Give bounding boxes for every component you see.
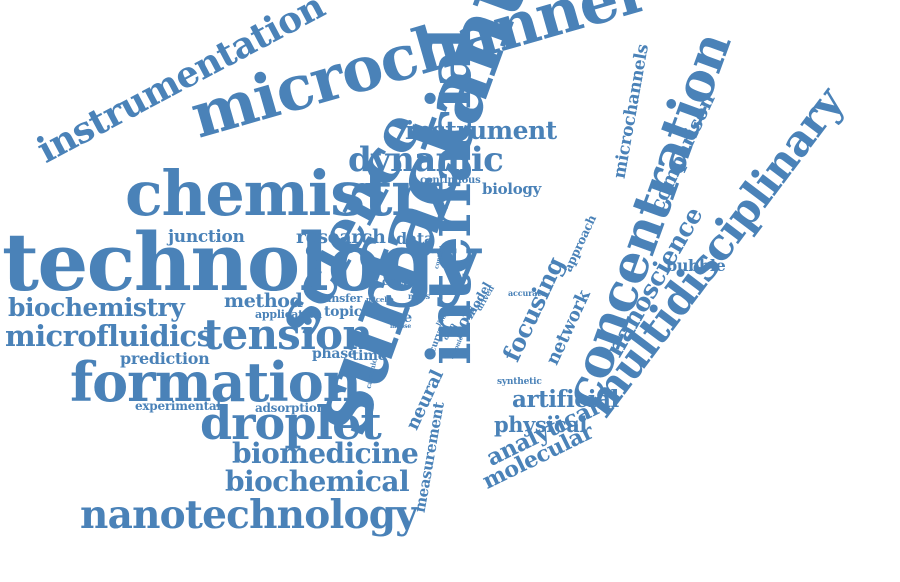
word-topic: topic [324,304,363,320]
word-droplet: droplet [200,396,382,450]
word-prediction: prediction [120,349,210,368]
word-research: research [296,226,386,248]
word-mapse: mapse [390,323,412,330]
word-microfluidics: microfluidics [5,319,213,353]
word-size: size [383,310,412,326]
word-chemistry: chemistry [125,157,459,230]
word-physical: physical [494,412,587,437]
word-nanotechnology: nanotechnology [80,492,418,538]
word-data: data [396,229,435,248]
word-biochemical: biochemical [225,465,410,498]
word-tension: tension. [203,310,387,359]
word-formation: formation [70,350,362,414]
word-biochemistry: biochemistry [8,293,185,322]
word-adsorption: adsorption [255,401,326,415]
word-accurate: accurate [508,288,546,298]
word-technology: technology [2,215,480,309]
word-synthetic: synthetic [497,377,542,387]
word-application: application [255,308,322,321]
word-artificial: artificial [512,386,619,413]
word-method: method [224,290,303,312]
word-critical: critical [382,275,425,288]
word-dynamic: dynamic [348,140,504,180]
word-biology: biology [482,180,541,198]
word-bubble: bubble [666,256,726,275]
word-transfer: transfer [314,292,362,305]
word-junction: junction [168,227,245,247]
word-biomedicine: biomedicine [232,437,419,470]
word-micelle: micelle [366,295,394,304]
word-time: time [352,348,387,364]
word-mass: mass [408,291,431,301]
word-experimental: experimental [135,399,221,413]
word-phase: phase [312,346,357,362]
word-continuous: continuous [420,175,481,186]
word-approach: approach [560,212,600,274]
word-instrument: instrument [405,116,557,145]
